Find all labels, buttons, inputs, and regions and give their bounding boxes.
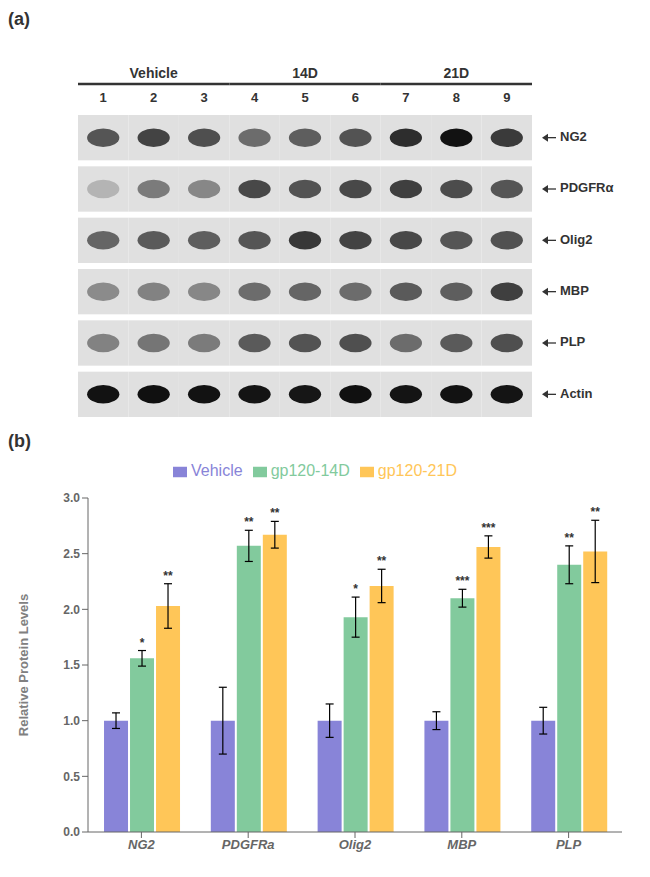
html-text:(a): (a) — [8, 9, 30, 29]
svg-text:***: *** — [481, 521, 495, 535]
svg-text:NG2: NG2 — [128, 837, 156, 852]
html-text:gp120-21D: gp120-21D — [377, 462, 457, 479]
svg-text:**: ** — [377, 554, 387, 568]
svg-text:7: 7 — [402, 90, 409, 105]
svg-text:**: ** — [591, 505, 601, 519]
svg-text:Actin: Actin — [560, 386, 593, 401]
svg-text:***: *** — [455, 574, 469, 588]
svg-text:*: * — [140, 636, 145, 650]
svg-text:2.0: 2.0 — [63, 603, 80, 617]
svg-text:Relative Protein Levels: Relative Protein Levels — [16, 594, 31, 736]
html-text:gp120-14D: gp120-14D — [270, 462, 350, 479]
svg-text:0.0: 0.0 — [63, 825, 80, 839]
svg-text:8: 8 — [453, 90, 460, 105]
svg-text:14D: 14D — [292, 65, 318, 81]
svg-text:0.5: 0.5 — [63, 770, 80, 784]
svg-text:3.0: 3.0 — [63, 491, 80, 505]
svg-text:Vehicle: Vehicle — [130, 65, 178, 81]
html-text:(b): (b) — [8, 431, 31, 451]
svg-text:MBP: MBP — [560, 283, 589, 298]
svg-text:3: 3 — [200, 90, 207, 105]
svg-text:5: 5 — [301, 90, 308, 105]
svg-text:9: 9 — [503, 90, 510, 105]
html-text:Vehicle: Vehicle — [191, 462, 243, 479]
svg-text:1.0: 1.0 — [63, 714, 80, 728]
svg-text:NG2: NG2 — [560, 129, 587, 144]
svg-text:**: ** — [244, 515, 254, 529]
svg-text:**: ** — [565, 531, 575, 545]
svg-text:PDGFRa: PDGFRa — [222, 837, 275, 852]
svg-text:2.5: 2.5 — [63, 547, 80, 561]
svg-text:MBP: MBP — [447, 837, 476, 852]
svg-text:**: ** — [270, 506, 280, 520]
svg-text:6: 6 — [352, 90, 359, 105]
svg-text:1.5: 1.5 — [63, 658, 80, 672]
svg-text:21D: 21D — [443, 65, 469, 81]
svg-text:4: 4 — [251, 90, 259, 105]
svg-text:PLP: PLP — [560, 334, 586, 349]
svg-text:**: ** — [163, 569, 173, 583]
svg-text:*: * — [353, 582, 358, 596]
svg-text:Olig2: Olig2 — [560, 232, 593, 247]
svg-text:Olig2: Olig2 — [339, 837, 372, 852]
svg-text:1: 1 — [100, 90, 107, 105]
svg-text:PDGFRα: PDGFRα — [560, 180, 614, 195]
svg-text:PLP: PLP — [556, 837, 582, 852]
svg-text:2: 2 — [150, 90, 157, 105]
